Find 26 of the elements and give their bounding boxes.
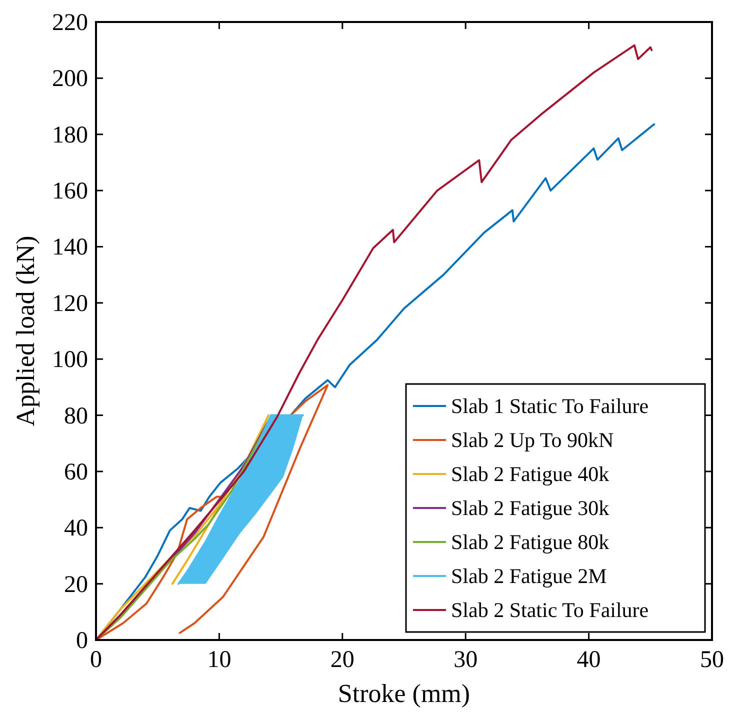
x-tick-label: 10 — [207, 647, 232, 673]
y-tick-label: 40 — [64, 516, 88, 542]
legend-label: Slab 2 Fatigue 2M — [451, 564, 608, 588]
legend-label: Slab 2 Fatigue 80k — [451, 530, 610, 554]
y-tick-label: 160 — [52, 178, 88, 205]
legend-label: Slab 2 Static To Failure — [451, 598, 649, 622]
y-tick-label: 100 — [52, 347, 88, 374]
legend-label: Slab 1 Static To Failure — [451, 394, 649, 418]
legend-label: Slab 2 Fatigue 30k — [451, 496, 610, 520]
y-tick-label: 60 — [64, 459, 88, 486]
x-tick-label: 30 — [454, 647, 478, 673]
y-tick-label: 140 — [52, 234, 88, 261]
x-tick-label: 40 — [576, 647, 601, 673]
y-tick-label: 120 — [52, 290, 88, 317]
y-tick-label: 0 — [76, 628, 88, 654]
y-tick-label: 80 — [64, 403, 88, 430]
y-tick-label: 200 — [52, 66, 88, 92]
legend-label: Slab 2 Fatigue 40k — [451, 462, 610, 486]
legend-label: Slab 2 Up To 90kN — [451, 428, 614, 452]
x-tick-label: 20 — [330, 647, 354, 673]
y-tick-label: 220 — [52, 10, 88, 36]
y-axis-title: Applied load (kN) — [11, 236, 40, 426]
x-tick-label: 50 — [700, 647, 724, 673]
x-axis-title: Stroke (mm) — [338, 679, 470, 708]
y-tick-label: 20 — [64, 572, 88, 598]
y-tick-label: 180 — [52, 122, 88, 148]
